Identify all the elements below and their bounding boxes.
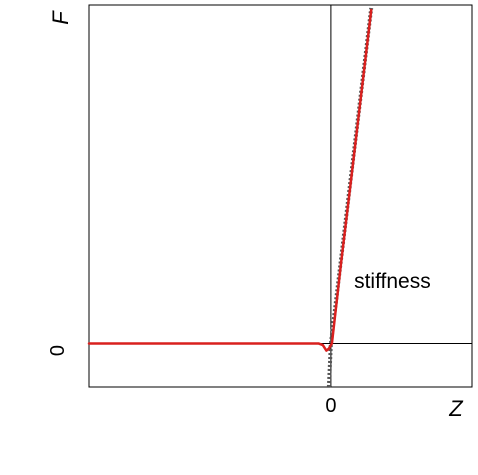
x-axis-label: Z — [448, 396, 464, 421]
stiffness-annotation: stiffness — [354, 270, 431, 293]
x-tick-label: 0 — [325, 395, 336, 417]
y-axis-label: F — [48, 10, 73, 25]
y-tick-label: 0 — [47, 345, 69, 356]
force-curve — [87, 8, 373, 352]
reference-stiffness-line — [326, 7, 374, 388]
plot-frame — [88, 4, 473, 388]
